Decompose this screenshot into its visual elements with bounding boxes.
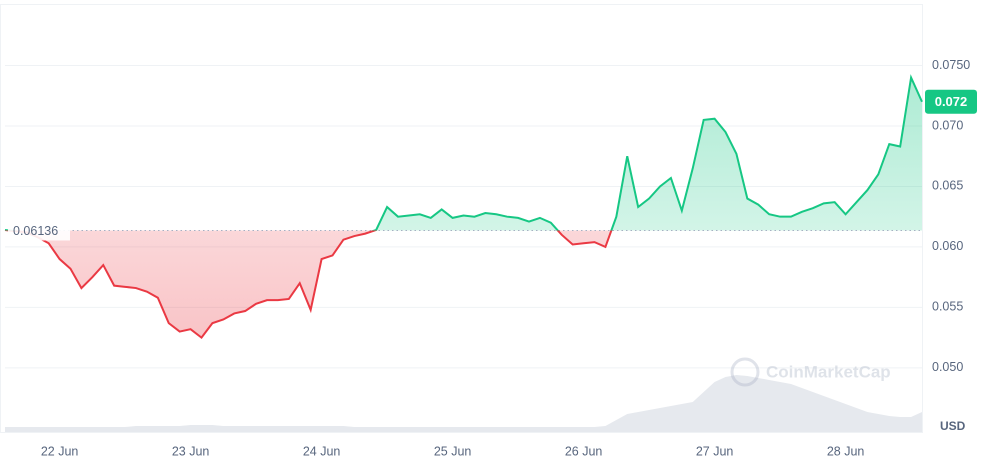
price-tag [925,89,977,114]
plot: 0.050 0.055 0.060 0.065 0.070 0.0750 22 Jun 23 … [4,58,977,458]
baseline-label-bg [8,220,70,241]
watermark-text: CoinMarketCap [766,362,891,381]
x-tick-label: 25 Jun [434,444,472,458]
y-tick-label: 0.070 [932,118,963,132]
y-tick-label: 0.0750 [932,58,970,72]
y-tick-label: 0.065 [932,179,963,193]
x-tick-label: 22 Jun [41,444,79,458]
currency-label: USD [940,419,966,433]
price-line-down [4,230,613,340]
x-tick-label: 28 Jun [827,444,865,458]
baseline-label: 0.06136 [13,224,58,238]
volume-area [5,375,922,432]
watermark: CoinMarketCap [730,357,891,387]
x-tick-label: 26 Jun [565,444,603,458]
x-tick-label: 27 Jun [696,444,734,458]
watermark-logo [730,357,760,387]
y-tick-label: 0.055 [932,300,963,314]
x-tick-label: 23 Jun [172,444,210,458]
price-tag-text: 0.072 [935,94,968,109]
area-up [5,77,922,231]
area-down [9,230,612,338]
y-tick-label: 0.050 [932,360,963,374]
price-line-up [4,74,923,231]
plot-frame [0,4,923,433]
x-tick-label: 24 Jun [303,444,341,458]
y-tick-label: 0.060 [932,239,963,253]
